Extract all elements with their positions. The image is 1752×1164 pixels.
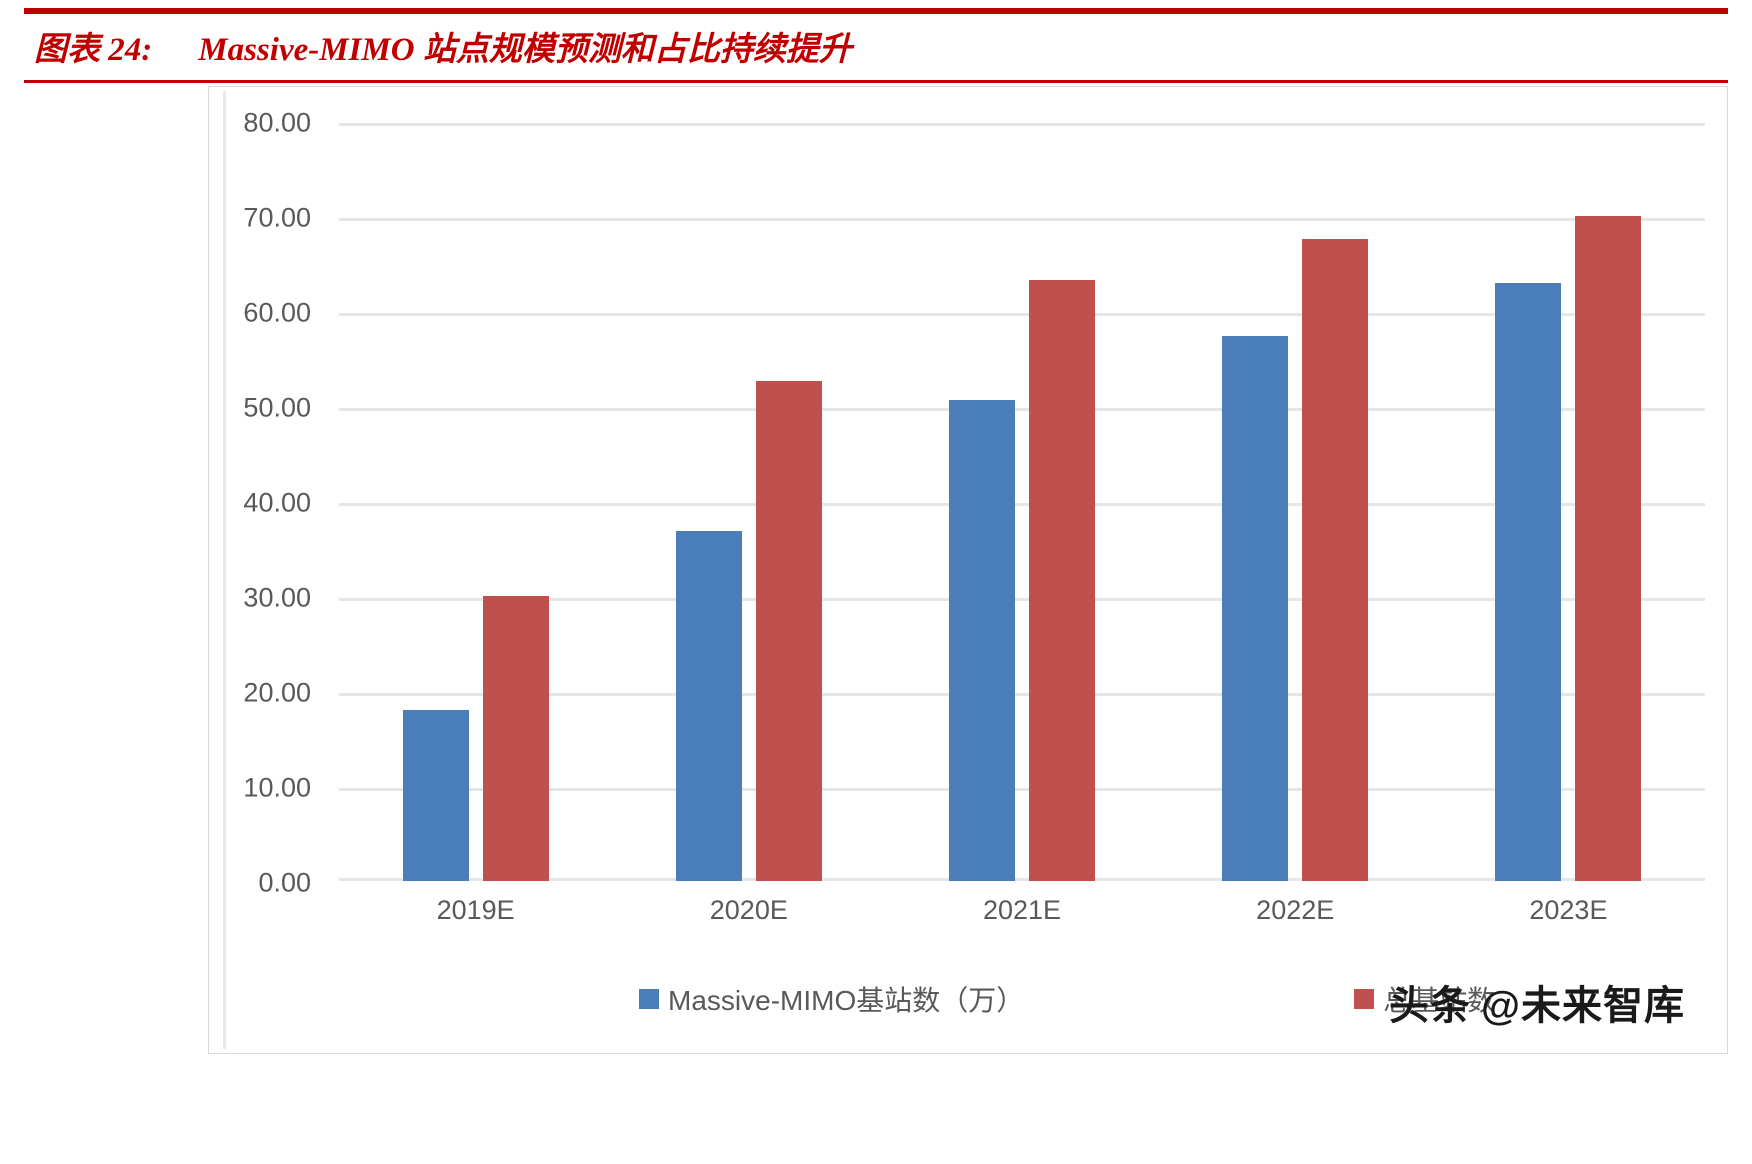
bar-group [885,123,1158,881]
gridline [339,408,1705,411]
legend-label-total-stations: 总基站数 [1383,985,1496,1016]
chart-title-block: 图表 24: Massive-MIMO 站点规模预测和占比持续提升 [24,8,1728,83]
bar-total-stations[interactable] [1302,238,1369,881]
watermark-handle: @未来智库 [1480,984,1685,1028]
gridline [339,218,1705,221]
bar-massive-mimo[interactable] [1222,335,1289,881]
x-axis-tick-label: 2021E [982,895,1062,925]
y-axis-tick-label: 30.00 [243,582,311,613]
bar-massive-mimo[interactable] [402,710,469,881]
watermark: 头条 @未来智库 [1389,973,1685,1031]
y-axis-tick-label: 70.00 [243,202,311,233]
chart-legend: Massive-MIMO基站数（万） 总基站数 [339,973,1705,1025]
gridline [339,313,1705,316]
y-axis-tick-label: 10.00 [243,772,311,803]
bar-group [612,123,885,881]
chart-container: 80.00 70.00 60.00 50.00 40.00 30.00 20.00 10.00… [208,86,1728,1054]
page-title: Massive-MIMO 站点规模预测和占比持续提升 [198,32,852,68]
legend-item-total-stations[interactable]: 总基站数 [1354,979,1495,1019]
legend-swatch-red-icon [1354,989,1375,1009]
bar-group [1159,123,1432,881]
y-axis-tick-label: 20.00 [243,677,311,708]
bar-total-stations[interactable] [755,381,822,881]
title-rule-top [24,8,1728,14]
figure-number: 图表 24: [34,32,153,68]
x-axis-tick-label: 2019E [436,895,515,925]
x-axis-tick-label: 2020E [709,895,788,925]
bar-massive-mimo[interactable] [1495,282,1562,881]
bar-total-stations[interactable] [1029,279,1095,881]
gridline [339,598,1705,601]
gridline [339,123,1705,126]
title-rule-bottom [24,80,1728,83]
plot-area [339,123,1705,881]
bar-total-stations[interactable] [482,596,549,881]
legend-item-massive-mimo[interactable]: Massive-MIMO基站数（万） [639,979,1024,1019]
y-axis-tick-label: 60.00 [243,297,311,328]
y-axis-line [223,91,226,1049]
y-axis-tick-label: 40.00 [243,487,311,518]
bar-massive-mimo[interactable] [675,531,742,881]
x-axis-tick-label: 2023E [1529,895,1608,925]
legend-label-massive-mimo: Massive-MIMO基站数（万） [668,985,1025,1016]
y-axis-tick-label: 0.00 [258,867,311,898]
bar-groups [339,123,1705,881]
x-axis-labels: 2019E 2020E 2021E 2022E 2023E [339,895,1705,943]
y-axis-labels: 80.00 70.00 60.00 50.00 40.00 30.00 20.00 10.00… [209,87,319,1053]
y-axis-tick-label: 50.00 [243,392,311,423]
gridline [339,788,1705,791]
x-axis-baseline [339,878,1705,881]
gridline [339,693,1705,696]
y-axis-tick-label: 80.00 [243,107,311,138]
watermark-logo: 头条 [1388,984,1471,1028]
bar-total-stations[interactable] [1575,216,1642,881]
plot-wrapper: 80.00 70.00 60.00 50.00 40.00 30.00 20.00 10.00… [209,87,1727,1053]
gridline [339,503,1705,506]
title-row: 图表 24: Massive-MIMO 站点规模预测和占比持续提升 [24,14,1728,80]
bar-group [1432,123,1705,881]
bar-massive-mimo[interactable] [949,400,1015,881]
x-axis-tick-label: 2022E [1256,895,1335,925]
bar-group [339,123,612,881]
legend-swatch-blue-icon [639,989,659,1009]
